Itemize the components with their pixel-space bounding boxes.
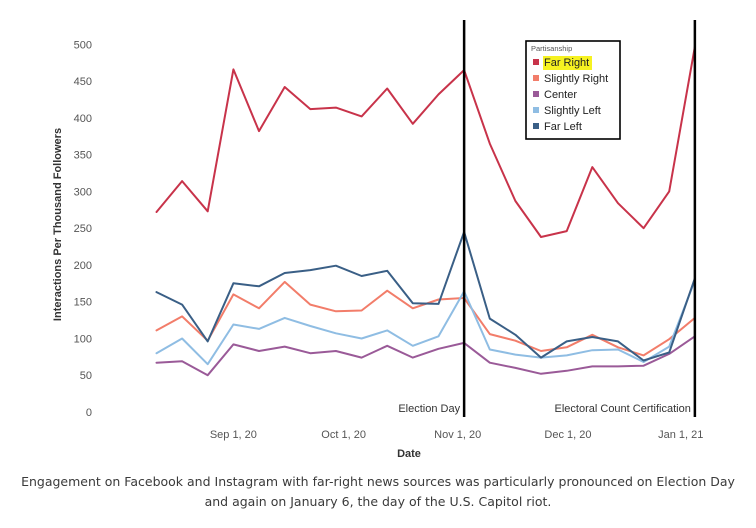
event-marker-label: Election Day: [398, 403, 460, 415]
legend-item-label: Far Left: [544, 121, 582, 133]
series-line-center: [155, 335, 696, 377]
x-axis-title: Date: [397, 448, 421, 460]
legend-item-label: Slightly Left: [544, 105, 601, 117]
y-tick-label: 300: [74, 186, 92, 198]
y-tick-label: 150: [74, 297, 92, 309]
y-tick-label: 100: [74, 333, 92, 345]
x-tick-label: Dec 1, 20: [544, 429, 591, 441]
y-tick-label: 200: [74, 260, 92, 272]
y-tick-label: 450: [74, 76, 92, 88]
legend-swatch-far-left: [533, 123, 539, 129]
y-tick-label: 50: [80, 370, 92, 382]
series-line-slightly-left: [155, 279, 696, 366]
x-tick-label: Jan 1, 21: [658, 429, 703, 441]
legend-swatch-center: [533, 91, 539, 97]
y-axis-title: Interactions Per Thousand Followers: [52, 128, 64, 321]
series-line-far-right: [155, 45, 696, 238]
x-tick-label: Oct 1, 20: [321, 429, 366, 441]
series-line-far-left: [155, 230, 696, 362]
y-tick-label: 0: [86, 407, 92, 419]
event-marker-label: Electoral Count Certification: [555, 403, 691, 415]
legend-title: Partisanship: [531, 44, 572, 53]
legend-item-label: Center: [544, 89, 577, 101]
legend-item-label: Slightly Right: [544, 73, 608, 85]
legend-highlight: [543, 56, 592, 70]
y-tick-label: 500: [74, 39, 92, 51]
x-tick-label: Sep 1, 20: [210, 429, 257, 441]
x-tick-label: Nov 1, 20: [434, 429, 481, 441]
y-tick-label: 350: [74, 150, 92, 162]
y-tick-label: 250: [74, 223, 92, 235]
legend-swatch-far-right: [533, 59, 539, 65]
y-tick-label: 400: [74, 113, 92, 125]
legend-item-label: Far Right: [544, 57, 589, 69]
line-chart: 0 50 100 150 200 250 300 350 400 450 500 Sep 1, 20 O…: [52, 20, 703, 460]
chart-panel: 0 50 100 150 200 250 300 350 400 450 500 Sep 1, 20 O…: [40, 15, 718, 463]
legend-swatch-slightly-right: [533, 75, 539, 81]
chart-caption: Engagement on Facebook and Instagram wit…: [21, 474, 735, 509]
legend-swatch-slightly-left: [533, 107, 539, 113]
